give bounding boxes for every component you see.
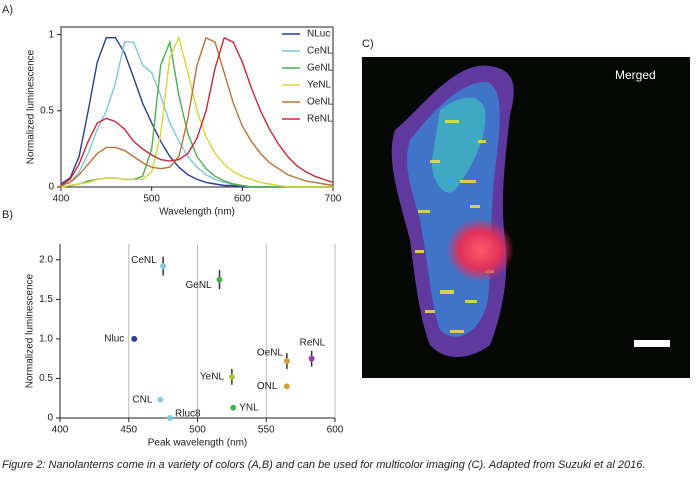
legend-label: ReNL xyxy=(307,114,333,125)
figure-art: Merged C) A) 400 500 600 700 0 0.5 1 Wavelength … xyxy=(2,4,690,449)
point-label: Nluc xyxy=(104,334,124,345)
image-label: Merged xyxy=(615,68,656,82)
x-tick-label: 550 xyxy=(258,425,275,436)
y-tick-label: 1.5 xyxy=(39,294,53,305)
caption: Figure 2: Nanolanterns come in a variety… xyxy=(2,459,646,471)
x-tick-label: 400 xyxy=(53,194,70,205)
legend-label: YeNL xyxy=(307,80,332,91)
point-label: OeNL xyxy=(257,348,284,359)
point xyxy=(228,373,235,380)
point-label: ReNL xyxy=(300,337,326,348)
spectrum-line xyxy=(60,36,334,187)
point xyxy=(308,355,315,362)
x-tick-label: 600 xyxy=(234,194,251,205)
spectrum-line xyxy=(60,35,333,188)
y-tick-label: 2.0 xyxy=(39,254,53,265)
point xyxy=(283,358,290,365)
x-tick-label: 400 xyxy=(52,425,69,436)
x-axis-label: Wavelength (nm) xyxy=(159,207,235,218)
x-tick-label: 700 xyxy=(325,194,342,205)
panel-label: B) xyxy=(2,209,13,221)
point xyxy=(167,415,173,421)
point xyxy=(131,335,138,342)
point-label: YNL xyxy=(239,402,259,413)
point-label: YeNL xyxy=(200,372,225,383)
y-tick-label: 0.5 xyxy=(40,105,54,116)
point xyxy=(230,404,237,411)
x-tick-label: 500 xyxy=(189,425,206,436)
x-tick-label: 500 xyxy=(143,194,160,205)
panel-label: A) xyxy=(2,4,13,16)
panel-label: C) xyxy=(362,38,374,50)
legend-label: CeNL xyxy=(307,46,333,57)
point-label: CeNL xyxy=(131,255,157,266)
point xyxy=(160,263,167,270)
x-tick-label: 600 xyxy=(327,425,344,436)
plot-frame xyxy=(60,26,334,188)
point xyxy=(216,276,223,283)
point xyxy=(283,383,290,390)
y-tick-label: 0 xyxy=(47,413,53,424)
y-axis-label: Normalized luminescence xyxy=(25,273,36,388)
point-label: GeNL xyxy=(186,280,213,291)
legend-label: NLuc xyxy=(307,29,330,40)
legend-label: GeNL xyxy=(307,63,334,74)
point-label: Rluc8 xyxy=(175,409,201,420)
x-tick-label: 450 xyxy=(120,425,137,436)
x-axis-label: Peak wavelength (nm) xyxy=(148,438,248,449)
scale-bar xyxy=(634,340,670,347)
y-tick-label: 0.5 xyxy=(39,373,53,384)
y-tick-label: 1 xyxy=(48,29,54,40)
point-label: ONL xyxy=(257,381,278,392)
y-tick-label: 0 xyxy=(48,182,54,193)
spectrum-line xyxy=(60,36,334,187)
y-tick-label: 1.0 xyxy=(39,334,53,345)
nucleus xyxy=(446,218,514,282)
legend-label: OeNL xyxy=(307,97,334,108)
point xyxy=(157,396,164,403)
y-axis-label: Normalized luminescence xyxy=(26,49,37,164)
point-label: CNL xyxy=(132,394,152,405)
